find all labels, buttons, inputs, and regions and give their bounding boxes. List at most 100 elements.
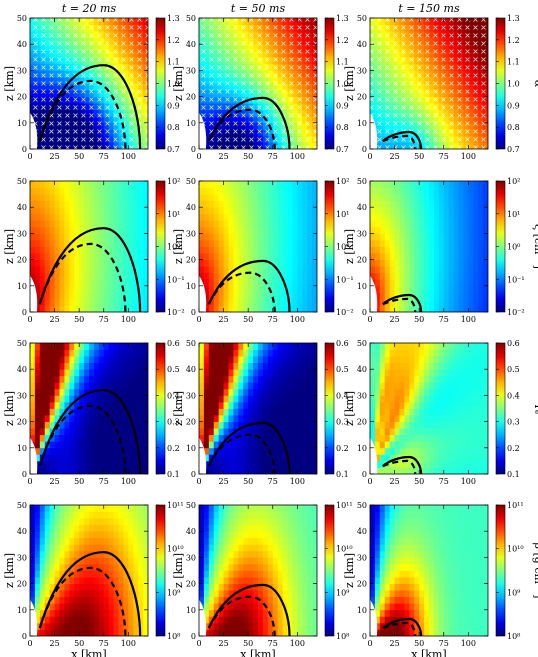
heatmap-cell [44,467,51,474]
heatmap-cell [79,408,85,416]
heatmap-cell [483,382,488,390]
heatmap-cell [203,213,210,221]
heatmap-cell [108,408,114,416]
heatmap-cell [89,460,95,468]
heatmap-cell [34,369,41,377]
heatmap-cell [272,246,279,254]
heatmap-cell [414,259,420,267]
heatmap-cell [262,467,269,474]
heatmap-cell [59,415,65,422]
heatmap-cell [218,272,224,280]
heatmap-cell [468,447,474,455]
heatmap-cell [394,213,400,221]
heatmap-cell [253,388,259,396]
colorbar [495,342,506,475]
heatmap-cell [49,213,55,221]
heatmap-cell [59,200,65,208]
x-tick-label: 0 [27,152,32,161]
heatmap-cell [297,356,303,364]
heatmap-cell [34,253,41,260]
heatmap-cell [312,272,317,280]
x-tick-label: 75 [99,315,109,324]
heatmap-cell [379,375,386,383]
heatmap-cell [218,253,224,260]
heatmap-cell [374,239,381,247]
heatmap-cell [243,246,249,254]
heatmap-cell [238,401,244,409]
heatmap-cell [59,181,65,188]
heatmap-cell [307,362,313,370]
heatmap-cell [30,369,36,377]
heatmap-cell [113,395,119,403]
heatmap-cell [30,207,36,215]
heatmap-cell [282,285,288,293]
heatmap-cell [79,246,85,254]
heatmap-cell [384,194,391,202]
heatmap-cell [34,349,41,357]
heatmap-cell [258,428,264,436]
heatmap-cell [253,349,259,357]
heatmap-cell [64,272,70,280]
heatmap-cell [138,343,144,350]
heatmap-cell [79,187,85,195]
heatmap-cell [103,200,110,208]
heatmap-cell [433,233,440,241]
heatmap-cell [30,187,36,195]
heatmap-cell [453,434,459,442]
heatmap-cell [374,207,381,215]
heatmap-cell [128,305,134,312]
heatmap-cell [433,181,440,188]
colorbar-tick-label: 1.3 [167,14,180,23]
heatmap-cell [448,434,454,442]
heatmap-cell [238,421,244,429]
heatmap-cell [404,266,410,274]
heatmap-cell [458,460,464,468]
heatmap-cell [199,343,205,350]
heatmap-cell [287,401,293,409]
heatmap-cell [277,349,283,357]
heatmap-cell [34,511,41,519]
heatmap-cell [287,382,293,390]
heatmap-cell [443,253,450,260]
heatmap-cell [307,266,313,274]
heatmap-cell [49,349,55,357]
heatmap-cell [44,369,51,377]
heatmap-cell [384,233,391,241]
heatmap-cell [399,194,405,202]
heatmap-cell [297,467,303,474]
heatmap-cell [409,428,415,436]
heatmap-cell [384,200,391,208]
heatmap-cell [483,421,488,429]
heatmap-cell [419,369,425,377]
heatmap-cell [30,557,36,565]
heatmap-cell [302,253,308,260]
heatmap-cell [409,388,415,396]
heatmap-cell [448,279,454,287]
heatmap-cell [424,233,430,241]
heatmap-cell [54,266,60,274]
heatmap-cell [218,233,224,241]
heatmap-cell [113,349,119,357]
heatmap-cell [424,253,430,260]
heatmap-cell [443,441,450,449]
heatmap-cell [54,220,60,228]
heatmap-cell [44,537,51,545]
x-tick-label: 0 [196,477,201,486]
heatmap-cell [123,460,129,468]
heatmap-cell [453,259,459,267]
heatmap-cell [262,213,269,221]
heatmap-cell [30,577,36,584]
excised-region [199,275,207,312]
heatmap-cell [39,537,46,545]
heatmap-cell [478,279,484,287]
heatmap-cell [414,279,420,287]
heatmap-cell [203,415,210,422]
heatmap-cell [30,421,36,429]
heatmap-cell [267,194,274,202]
heatmap-cell [277,395,283,403]
heatmap-cell [69,395,75,403]
heatmap-cell [208,447,215,455]
heatmap-cell [34,200,41,208]
heatmap-cell [429,349,435,357]
heatmap-cell [138,246,144,254]
